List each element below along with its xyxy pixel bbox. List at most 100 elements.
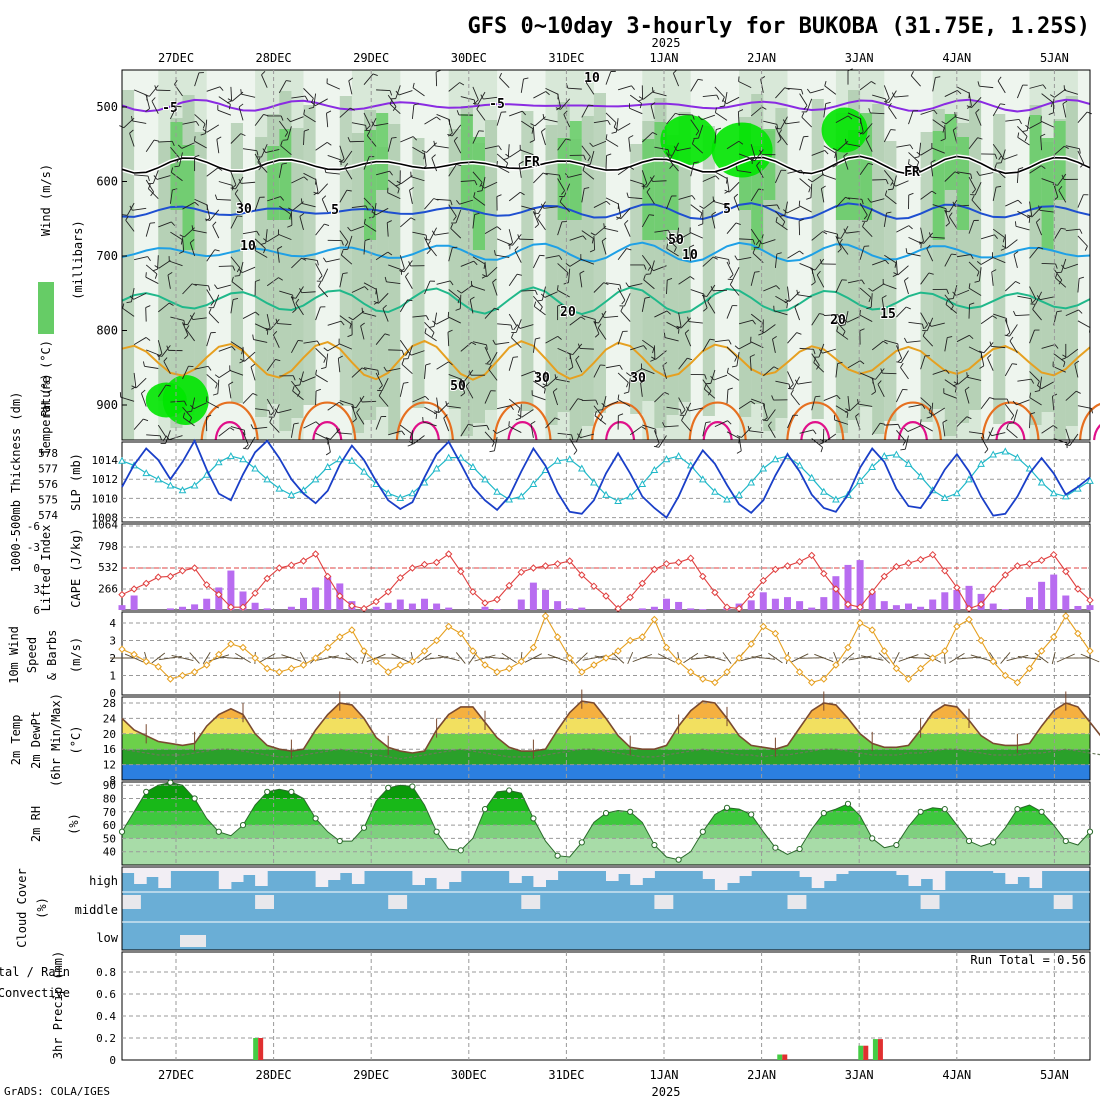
top-date-label: 28DEC — [256, 51, 292, 65]
cloud-high-gap — [243, 867, 256, 875]
cape-bar — [264, 608, 271, 610]
cloud-high-gap — [667, 867, 680, 871]
precip-convective-bar — [258, 1038, 263, 1060]
bottom-date-label: 1JAN — [650, 1068, 679, 1082]
top-date-label: 4JAN — [942, 51, 971, 65]
contour-label: 15 — [880, 307, 896, 322]
rh-marker — [942, 807, 947, 812]
rh-marker — [168, 780, 173, 785]
cloud-high-gap — [824, 867, 837, 881]
cloud-mid-gap — [122, 895, 141, 909]
temp-ylabel-c: (6hr Min/Max) — [49, 693, 63, 787]
temp-ylabel-d: (°C) — [69, 726, 83, 755]
cape-bar — [373, 607, 380, 610]
rh-marker — [870, 836, 875, 841]
footer-credit: GrADS: COLA/IGES — [4, 1085, 110, 1098]
cloud-high-gap — [1005, 867, 1018, 884]
cape-bar — [687, 608, 694, 610]
bottom-date-label: 2JAN — [747, 1068, 776, 1082]
rh-marker — [1087, 829, 1092, 834]
cape-ylabel-li: Lifted Index — [39, 525, 53, 612]
wind-barb — [497, 161, 498, 166]
thickness-left-tick: 575 — [38, 494, 58, 507]
rh-marker — [821, 811, 826, 816]
rh-marker — [216, 829, 221, 834]
rh-shade — [255, 137, 268, 417]
wind-barb — [951, 254, 956, 255]
cloud-row-label: middle — [75, 903, 118, 917]
wind-ylabel-d: (m/s) — [69, 637, 83, 673]
cape-bar — [252, 603, 259, 610]
wind-barb — [392, 137, 397, 138]
li-tick: -3 — [27, 541, 40, 554]
cloud-high-gap — [957, 867, 970, 871]
wind-ytick: 1 — [109, 670, 116, 683]
rh-shade — [425, 70, 438, 440]
slp-right-tick: 1012 — [92, 473, 119, 486]
top-date-label: 5JAN — [1040, 51, 1069, 65]
rh-marker — [894, 842, 899, 847]
cloud-high-gap — [848, 867, 861, 871]
cloud-mid-gap — [521, 895, 540, 909]
precip-total-bar — [253, 1038, 258, 1060]
wind-barb — [860, 310, 861, 315]
cloud-high-gap — [134, 867, 147, 884]
cloud-high-gap — [183, 867, 196, 871]
cloud-high-gap — [316, 867, 329, 887]
cloud-high-gap — [546, 867, 559, 880]
cloud-high-gap — [364, 867, 377, 871]
wind-barb — [301, 198, 302, 203]
cloud-high-gap — [376, 867, 389, 871]
temp-ytick: 16 — [103, 743, 116, 756]
cloud-high-gap — [739, 867, 752, 876]
temp-ytick: 28 — [103, 697, 116, 710]
cape-bar — [1074, 606, 1081, 610]
cape-bar — [203, 599, 210, 610]
cape-ylabel-cape: CAPE (J/kg) — [69, 528, 83, 607]
precip-ytick: 0.4 — [96, 1010, 116, 1023]
cape-bar — [215, 587, 222, 610]
wind-barb-10m — [800, 658, 824, 659]
rh-marker — [337, 838, 342, 843]
cloud-high-gap — [158, 867, 171, 888]
bottom-date-label: 29DEC — [353, 1068, 389, 1082]
cape-tick: 1064 — [92, 518, 119, 531]
rh-shade — [933, 131, 946, 240]
rh-marker — [313, 816, 318, 821]
rh-marker — [1015, 807, 1020, 812]
cape-bar — [929, 600, 936, 610]
cape-bar — [1050, 575, 1057, 610]
cloud-high-gap — [425, 867, 438, 878]
rh-marker — [361, 825, 366, 830]
temp-base-band — [122, 765, 1090, 780]
rh-shade — [231, 123, 244, 403]
cape-bar — [808, 608, 815, 610]
cape-bar — [651, 607, 658, 610]
cape-bar — [494, 609, 501, 610]
wind-barb — [295, 385, 300, 386]
cape-bar — [566, 608, 573, 610]
cape-bar — [1062, 596, 1069, 610]
cape-bar — [1038, 582, 1045, 610]
rh-shade — [134, 70, 147, 440]
slp-right-tick: 1010 — [92, 492, 119, 505]
rh-shade — [993, 114, 1006, 424]
contour-label: 30 — [630, 371, 646, 386]
wind-barb — [891, 130, 896, 131]
cloud-high-gap — [449, 867, 462, 882]
cloud-high-gap — [279, 867, 292, 871]
temp-ytick: 24 — [103, 712, 117, 725]
cape-bar — [421, 599, 428, 610]
bottom-date-label: 5JAN — [1040, 1068, 1069, 1082]
precip-ytick: 0.6 — [96, 988, 116, 1001]
cape-bar — [699, 609, 706, 610]
cloud-high-gap — [642, 867, 655, 878]
contour-label: -5 — [489, 97, 505, 112]
cloud-high-gap — [630, 867, 643, 885]
rh-marker — [289, 789, 294, 794]
wind-ylabel-c: & Barbs — [45, 630, 59, 681]
contour-label: 30 — [236, 202, 252, 217]
cloud-high-gap — [400, 867, 413, 871]
cape-bar — [905, 604, 912, 610]
